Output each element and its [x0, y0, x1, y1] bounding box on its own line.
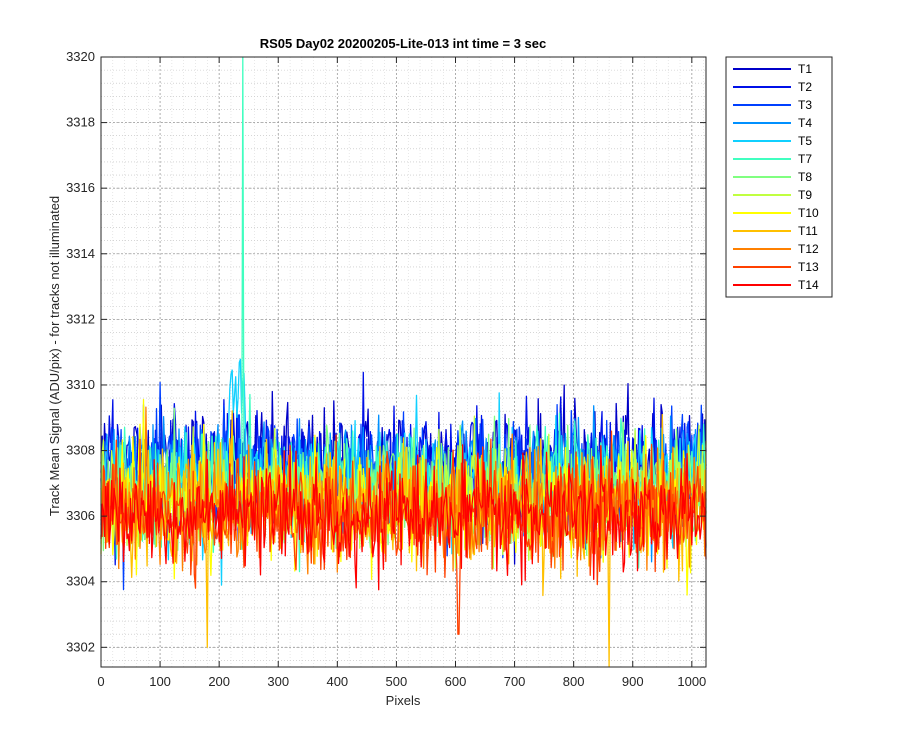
legend-label-t10: T10 [798, 206, 819, 220]
x-axis-label: Pixels [386, 693, 421, 708]
y-tick-label: 3314 [66, 246, 95, 261]
x-tick-label: 500 [386, 674, 408, 689]
series-line-t14 [100, 444, 707, 591]
plot-area [100, 56, 707, 668]
x-tick-label: 100 [149, 674, 171, 689]
chart-title: RS05 Day02 20200205-Lite-013 int time = … [260, 36, 547, 51]
y-tick-label: 3304 [66, 574, 95, 589]
x-tick-label: 1000 [677, 674, 706, 689]
y-tick-label: 3316 [66, 180, 95, 195]
legend-label-t5: T5 [798, 134, 812, 148]
x-axis-ticks: 0 100 200 300 400 500 600 700 800 900 1000 [97, 57, 706, 689]
legend-label-t4: T4 [798, 116, 812, 130]
legend-label-t11: T11 [798, 224, 818, 238]
legend-label-t3: T3 [798, 98, 812, 112]
y-tick-label: 3320 [66, 49, 95, 64]
x-tick-label: 800 [563, 674, 585, 689]
legend-label-t7: T7 [798, 152, 812, 166]
series-layer [100, 56, 707, 668]
x-tick-label: 400 [326, 674, 348, 689]
legend-label-t12: T12 [798, 242, 819, 256]
legend-label-t2: T2 [798, 80, 812, 94]
legend-label-t9: T9 [798, 188, 812, 202]
x-tick-label: 600 [445, 674, 467, 689]
plot-frame [100, 56, 707, 668]
legend-label-t8: T8 [798, 170, 812, 184]
legend: T1 T2 T3 T4 T5 T7 T8 T9 T10 T11 T12 T13 T14 [725, 56, 833, 298]
y-tick-label: 3318 [66, 115, 95, 130]
legend-label-t1: T1 [798, 62, 812, 76]
y-tick-label: 3310 [66, 377, 95, 392]
y-tick-label: 3306 [66, 508, 95, 523]
legend-label-t13: T13 [798, 260, 819, 274]
x-tick-label: 0 [97, 674, 104, 689]
y-axis-ticks: 3302 3304 3306 3308 3310 3312 3314 3316 3318 3320 [66, 49, 706, 654]
y-axis-label: Track Mean Signal (ADU/pix) - for tracks… [47, 196, 62, 516]
y-tick-label: 3302 [66, 639, 95, 654]
x-tick-label: 900 [622, 674, 644, 689]
y-tick-label: 3308 [66, 443, 95, 458]
x-tick-label: 200 [208, 674, 230, 689]
plot-background [101, 57, 706, 667]
x-tick-label: 700 [504, 674, 526, 689]
legend-label-t14: T14 [798, 278, 819, 292]
x-tick-label: 300 [267, 674, 289, 689]
y-tick-label: 3312 [66, 311, 95, 326]
